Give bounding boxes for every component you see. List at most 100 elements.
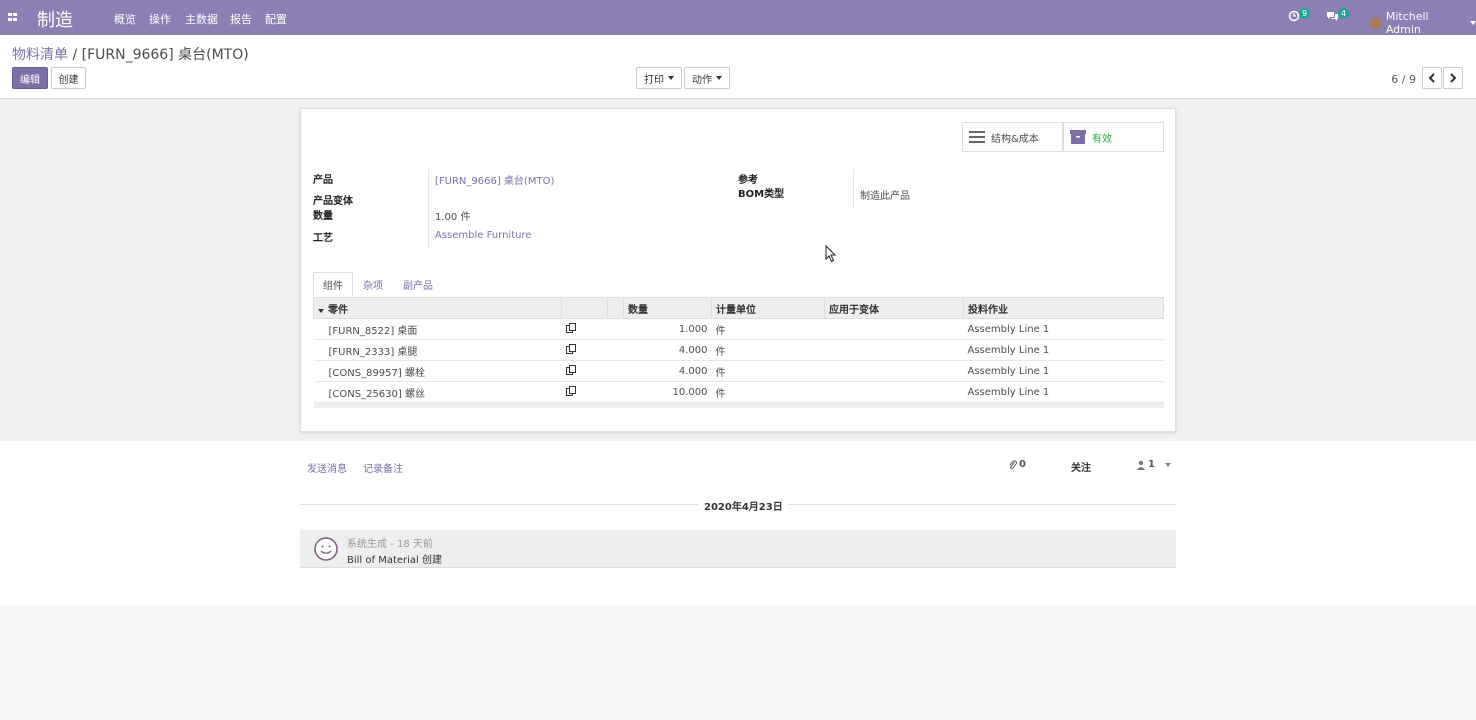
- attachments-count: 0: [1019, 459, 1026, 470]
- breadcrumb-parent-link[interactable]: 物料清单: [12, 47, 68, 63]
- archive-icon: [1070, 130, 1086, 144]
- copy-icon-cell[interactable]: [561, 339, 608, 361]
- column-header-blank: [607, 297, 624, 319]
- table-footer: [313, 402, 1164, 408]
- pager-previous-button[interactable]: [1422, 67, 1442, 89]
- breadcrumb: 物料清单 / [FURN_9666] 桌台(MTO): [12, 44, 249, 64]
- chevron-down-icon: [716, 76, 722, 80]
- table-row[interactable]: [FURN_2333] 桌腿 4.000 件 Assembly Line 1: [313, 339, 1164, 361]
- chevron-down-icon: [1164, 462, 1171, 467]
- app-brand[interactable]: 制造: [37, 10, 73, 31]
- activity-badge: 9: [1299, 8, 1311, 19]
- apply-variants-cell: [824, 318, 964, 340]
- messaging-menu[interactable]: 4: [1326, 8, 1350, 25]
- quantity-cell: 4.000: [623, 339, 712, 361]
- list-icon: [969, 131, 985, 143]
- quantity-cell: 1.000: [623, 318, 712, 340]
- part-cell: [FURN_2333] 桌腿: [313, 339, 562, 361]
- operation-cell: Assembly Line 1: [963, 318, 1164, 340]
- message-header: 系统生成 - 18 天前: [347, 535, 433, 550]
- menu-reporting[interactable]: 报告: [230, 13, 252, 26]
- reference-label: 参考: [738, 175, 758, 186]
- tab-miscellaneous[interactable]: 杂项: [363, 280, 383, 292]
- copy-icon: [565, 322, 576, 333]
- attachments-button[interactable]: 0: [1009, 459, 1026, 470]
- chat-bubbles-icon: [1327, 12, 1338, 21]
- table-header-row: 零件 数量 计量单位 应用于变体 投料作业: [313, 297, 1164, 319]
- routing-field[interactable]: Assemble Furniture: [435, 230, 532, 241]
- copy-icon-cell[interactable]: [561, 381, 608, 403]
- tab-components[interactable]: 组件: [313, 272, 353, 296]
- table-row[interactable]: [CONS_89957] 螺栓 4.000 件 Assembly Line 1: [313, 360, 1164, 382]
- active-status-label: 有效: [1092, 133, 1112, 145]
- routing-label: 工艺: [313, 233, 333, 244]
- quantity-label: 数量: [313, 211, 333, 222]
- chevron-down-icon: [668, 76, 674, 80]
- action-dropdown[interactable]: 动作: [684, 67, 730, 89]
- part-cell: [CONS_89957] 螺栓: [313, 360, 562, 382]
- follow-button[interactable]: 关注: [1071, 463, 1091, 474]
- column-header-part[interactable]: 零件: [313, 297, 562, 319]
- quantity-cell: 10.000: [623, 381, 712, 403]
- user-menu[interactable]: Mitchell Admin: [1370, 10, 1476, 36]
- part-cell: [FURN_8522] 桌面: [313, 318, 562, 340]
- edit-button[interactable]: 编辑: [12, 67, 48, 89]
- column-header-quantity[interactable]: 数量: [623, 297, 712, 319]
- menu-operations[interactable]: 操作: [149, 13, 171, 26]
- user-avatar: [1370, 17, 1382, 29]
- chatter-message: 系统生成 - 18 天前 Bill of Material 创建: [300, 530, 1176, 568]
- send-message-button[interactable]: 发送消息: [307, 464, 347, 475]
- copy-icon-cell[interactable]: [561, 360, 608, 382]
- active-toggle-button[interactable]: 有效: [1063, 122, 1164, 152]
- column-header-operation[interactable]: 投料作业: [963, 297, 1164, 319]
- chevron-left-icon: [1428, 73, 1435, 83]
- print-label: 打印: [644, 74, 664, 86]
- tab-by-products[interactable]: 副产品: [403, 280, 433, 292]
- structure-cost-button[interactable]: 结构&成本: [962, 122, 1063, 152]
- pager-next-button[interactable]: [1443, 67, 1463, 89]
- product-label: 产品: [313, 175, 333, 186]
- product-field[interactable]: [FURN_9666] 桌台(MTO): [435, 176, 555, 187]
- column-header-uom[interactable]: 计量单位: [711, 297, 825, 319]
- chatter: 发送消息 记录备注 0 关注 1 2020年4月23日 系统生成 - 18 天前…: [0, 441, 1476, 605]
- apply-variants-cell: [824, 360, 964, 382]
- apps-menu-icon[interactable]: [8, 13, 17, 21]
- field-divider: [428, 169, 429, 249]
- user-name: Mitchell Admin: [1385, 10, 1429, 36]
- print-dropdown[interactable]: 打印: [636, 67, 682, 89]
- quantity-field[interactable]: 1.00 件: [435, 212, 471, 223]
- clock-icon: [1288, 10, 1300, 22]
- column-header-apply-variants[interactable]: 应用于变体: [824, 297, 964, 319]
- menu-overview[interactable]: 概览: [114, 13, 136, 26]
- caret-down-icon: [318, 308, 324, 313]
- breadcrumb-separator: /: [68, 47, 82, 63]
- create-button[interactable]: 创建: [51, 67, 86, 89]
- uom-cell: 件: [711, 360, 825, 382]
- messages-badge: 4: [1338, 8, 1350, 19]
- mouse-cursor-icon: [825, 245, 837, 263]
- activity-menu[interactable]: 9: [1288, 8, 1311, 25]
- bom-type-field[interactable]: 制造此产品: [860, 191, 910, 202]
- operation-cell: Assembly Line 1: [963, 381, 1164, 403]
- chevron-right-icon: [1450, 73, 1457, 83]
- table-row[interactable]: [FURN_8522] 桌面 1.000 件 Assembly Line 1: [313, 318, 1164, 340]
- form-sheet: 结构&成本 有效 产品 [FURN_9666] 桌台(MTO) 产品变体 数量 …: [300, 108, 1176, 432]
- log-note-button[interactable]: 记录备注: [363, 464, 403, 475]
- copy-icon: [565, 385, 576, 396]
- date-separator-label: 2020年4月23日: [698, 498, 789, 513]
- control-panel: 物料清单 / [FURN_9666] 桌台(MTO) 编辑 创建 打印 动作 6…: [0, 35, 1476, 99]
- quantity-cell: 4.000: [623, 360, 712, 382]
- uom-cell: 件: [711, 339, 825, 361]
- table-row[interactable]: [CONS_25630] 螺丝 10.000 件 Assembly Line 1: [313, 381, 1164, 403]
- followers-count: 1: [1148, 459, 1155, 470]
- menu-master-data[interactable]: 主数据: [185, 13, 218, 26]
- apply-variants-cell: [824, 339, 964, 361]
- pager-value[interactable]: 6 / 9: [1391, 73, 1416, 86]
- top-navbar: 制造 概览 操作 主数据 报告 配置 9 4 Mitchell Admin: [0, 0, 1476, 36]
- empty-footer-area: [0, 605, 1476, 720]
- apply-variants-cell: [824, 381, 964, 403]
- message-author[interactable]: 系统生成: [347, 539, 387, 550]
- copy-icon-cell[interactable]: [561, 318, 608, 340]
- menu-configuration[interactable]: 配置: [265, 13, 287, 26]
- followers-button[interactable]: 1: [1137, 459, 1171, 470]
